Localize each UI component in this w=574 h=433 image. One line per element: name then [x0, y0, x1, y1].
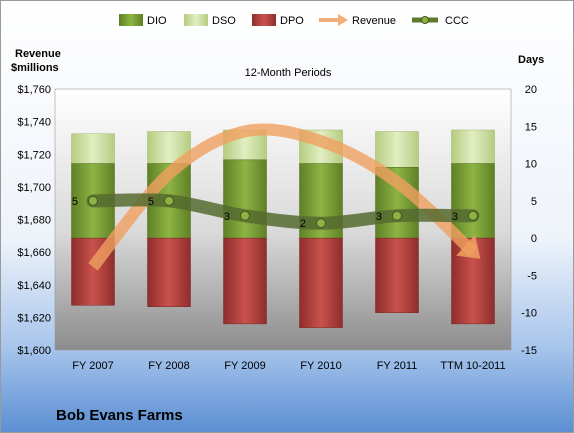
chart-title: 12-Month Periods: [245, 67, 332, 79]
ccc-marker: [468, 210, 478, 221]
y-right-tick-label: -15: [521, 345, 537, 357]
ccc-line: [86, 193, 480, 230]
y-right-tick-label: -5: [527, 270, 537, 282]
bar-dio: [451, 163, 495, 239]
y-right-label: Days: [518, 54, 544, 66]
y-left-ticks: $1,600 $1,620 $1,640 $1,660 $1,680 $1,700 $1,7…: [17, 84, 51, 357]
x-tick-label: FY 2011: [377, 360, 418, 372]
ccc-marker: [240, 210, 250, 221]
y-left-label-line1: Revenue: [15, 48, 61, 60]
legend-entry-dpo: DPO: [252, 14, 304, 27]
legend-entry-revenue: Revenue: [319, 14, 396, 27]
y-left-tick-label: $1,700: [17, 182, 51, 194]
legend-label-dso: DSO: [212, 15, 236, 27]
y-left-tick-label: $1,760: [17, 84, 51, 96]
legend-arrow-revenue: [319, 14, 348, 26]
legend-entry-dio: DIO: [119, 14, 167, 27]
ccc-data-label: 5: [72, 196, 78, 208]
bar-dpo: [299, 237, 343, 328]
revenue-line: [88, 123, 478, 271]
y-left-tick-label: $1,600: [17, 345, 51, 357]
bar-dso: [451, 129, 495, 164]
y-left-tick-label: $1,740: [17, 117, 51, 129]
ccc-series: 5 5 3 2 3 3: [72, 193, 480, 230]
y-left-label-line2: $millions: [11, 62, 59, 74]
bar-dpo: [223, 237, 267, 325]
revenue-series: [88, 123, 481, 271]
legend-entry-ccc: CCC: [412, 15, 469, 27]
legend-swatch-dio: [119, 14, 143, 26]
ccc-data-label: 3: [224, 211, 230, 223]
y-right-tick-label: -10: [521, 308, 537, 320]
y-left-tick-label: $1,680: [17, 215, 51, 227]
legend-entry-dso: DSO: [184, 14, 236, 27]
x-tick-label: TTM 10-2011: [440, 360, 505, 372]
ccc-marker: [316, 218, 326, 229]
bar-dpo: [375, 237, 419, 313]
revenue-arrowhead: [456, 235, 481, 259]
x-ticks: FY 2007 FY 2008 FY 2009 FY 2010 FY 2011 TTM 1…: [72, 360, 505, 372]
y-right-tick-label: 0: [531, 233, 537, 245]
bar-dio: [223, 159, 267, 239]
legend-swatch-dso: [184, 14, 208, 26]
bar-dpo: [147, 237, 191, 307]
company-name: Bob Evans Farms: [56, 407, 183, 424]
bar-dso: [375, 131, 419, 168]
y-left-tick-label: $1,720: [17, 149, 51, 161]
legend: DIO DSO DPO Revenue CCC: [119, 14, 469, 27]
x-tick-label: FY 2007: [72, 360, 113, 372]
y-right-tick-label: 20: [525, 84, 537, 96]
x-tick-label: FY 2010: [300, 360, 341, 372]
y-right-tick-label: 5: [531, 196, 537, 208]
ccc-data-label: 3: [452, 211, 458, 223]
y-right-tick-label: 10: [525, 159, 537, 171]
ccc-marker: [392, 210, 402, 221]
legend-swatch-dpo: [252, 14, 276, 26]
legend-label-ccc: CCC: [445, 15, 469, 27]
y-right-tick-label: 15: [525, 121, 537, 133]
ccc-data-label: 3: [376, 211, 382, 223]
y-left-tick-label: $1,620: [17, 312, 51, 324]
ccc-marker: [164, 195, 174, 206]
x-tick-label: FY 2009: [224, 360, 265, 372]
y-right-ticks: -15 -10 -5 0 5 10 15 20: [521, 84, 537, 357]
legend-label-dio: DIO: [147, 15, 167, 27]
y-left-tick-label: $1,640: [17, 280, 51, 292]
ccc-data-label: 2: [300, 218, 306, 230]
ccc-data-label: 5: [148, 196, 154, 208]
y-left-tick-label: $1,660: [17, 247, 51, 259]
x-tick-label: FY 2008: [148, 360, 189, 372]
legend-label-dpo: DPO: [280, 15, 304, 27]
ccc-marker: [88, 195, 98, 206]
legend-marker-ccc: [421, 16, 429, 24]
legend-label-revenue: Revenue: [352, 15, 396, 27]
bar-dso: [71, 133, 115, 164]
